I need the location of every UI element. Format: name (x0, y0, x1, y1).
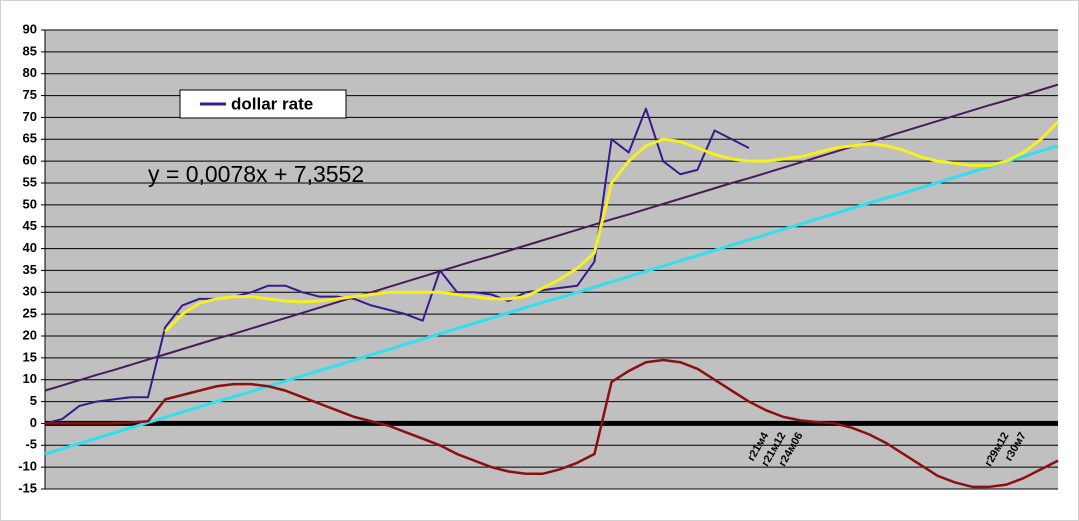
y-tick-label: 85 (23, 43, 37, 58)
legend-entries: dollar rate (200, 94, 313, 113)
y-tick-label: 80 (23, 65, 37, 80)
y-tick-label: 5 (30, 393, 37, 408)
series-line (44, 107, 750, 425)
y-tick-label: 10 (23, 371, 37, 386)
y-tick-label: 15 (23, 349, 37, 364)
legend-label: dollar rate (231, 94, 313, 113)
series-line (45, 358, 1059, 489)
y-tick-label: -15 (18, 480, 37, 495)
y-tick-label: 25 (23, 306, 37, 321)
y-tick-label: 30 (23, 284, 37, 299)
y-tick-label: -5 (25, 437, 37, 452)
series-group (44, 83, 1060, 489)
y-tick-label: 35 (23, 262, 37, 277)
y-tick-label: -10 (18, 459, 37, 474)
y-tick-label: 0 (30, 415, 37, 430)
y-tick-label: 55 (23, 174, 37, 189)
y-tick-label: 50 (23, 196, 37, 211)
y-tick-label: 40 (23, 240, 37, 255)
y-tick-label: 20 (23, 327, 37, 342)
y-tick-label: 75 (23, 87, 37, 102)
series-line (44, 144, 1059, 456)
y-tick-label: 65 (23, 131, 37, 146)
y-tick-label: 90 (23, 21, 37, 36)
y-tick-label: 45 (23, 218, 37, 233)
equation: y = 0,0078x + 7,3552 (148, 161, 364, 187)
y-tick-label: 60 (23, 153, 37, 168)
y-tick-label: 70 (23, 109, 37, 124)
series-line (164, 120, 1060, 333)
series-line (44, 83, 1059, 392)
